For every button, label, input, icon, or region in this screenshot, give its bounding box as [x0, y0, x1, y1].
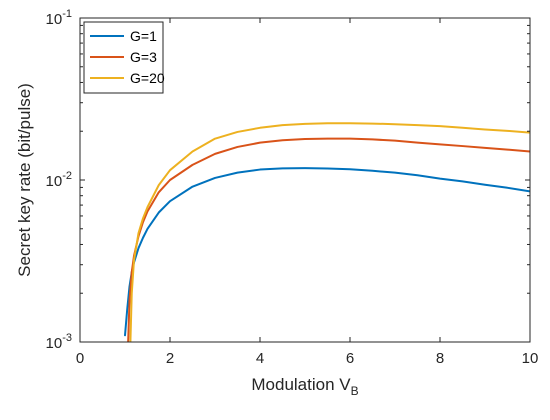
- series-line-g-20: [129, 122, 530, 342]
- x-tick-label: 2: [166, 350, 174, 367]
- legend: G=1 G=3 G=20: [83, 21, 165, 94]
- legend-label: G=3: [130, 49, 157, 65]
- x-tick-label: 8: [436, 350, 444, 367]
- ticks-layer: [79, 17, 531, 343]
- x-tick-label: 6: [346, 350, 354, 367]
- series-line-g-1: [124, 167, 530, 337]
- y-tick-label: 10-2: [46, 170, 72, 190]
- x-axis-label: Modulation VB: [251, 375, 358, 398]
- y-tick-label: 10-3: [46, 332, 72, 352]
- x-tick-label: 10: [522, 350, 539, 367]
- x-tick-label: 4: [256, 350, 264, 367]
- y-axis-label: Secret key rate (bit/pulse): [15, 83, 34, 277]
- series-layer: [124, 122, 530, 342]
- legend-label: G=20: [130, 70, 165, 86]
- legend-label: G=1: [130, 28, 157, 44]
- x-tick-label: 0: [76, 350, 84, 367]
- labels-layer: 0 2 4 6 8 10 10-3 10-2 10-1 Modulation VB Secret k…: [15, 8, 538, 398]
- y-tick-label: 10-1: [46, 8, 72, 28]
